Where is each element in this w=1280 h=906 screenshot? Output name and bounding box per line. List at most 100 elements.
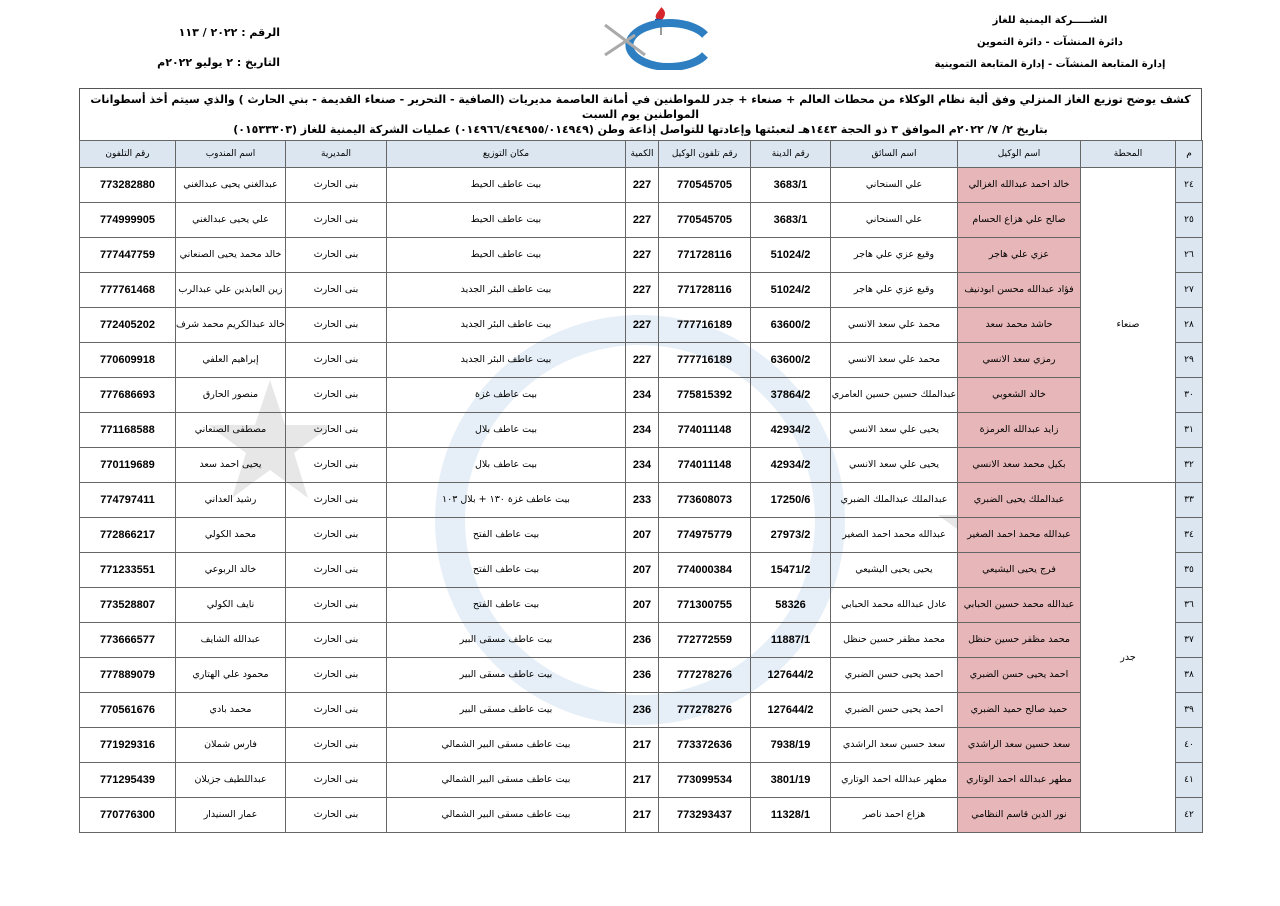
- agent-phone: 771300755: [658, 587, 751, 623]
- district: بنى الحارث: [285, 657, 387, 693]
- distribution-place: بيت عاطف غزة: [386, 377, 626, 413]
- station-cell: صنعاء: [1080, 167, 1176, 483]
- company-name: الشـــــركة اليمنية للغاز: [992, 15, 1108, 26]
- table-row: ٣٢ بكيل محمد سعد الانسي يحيى علي سعد الانس…: [79, 447, 1203, 483]
- representative-name: فارس شملان: [175, 727, 286, 763]
- quantity: 234: [625, 412, 659, 448]
- row-number: ٣٥: [1175, 552, 1203, 588]
- driver-name: علي السنحاني: [830, 202, 958, 238]
- row-number: ٢٧: [1175, 272, 1203, 308]
- quantity: 227: [625, 167, 659, 203]
- phone: 777686693: [79, 377, 176, 413]
- agent-phone: 773608073: [658, 482, 751, 518]
- driver-name: محمد مظفر حسين حنظل: [830, 622, 958, 658]
- district: بنى الحارث: [285, 342, 387, 378]
- table-row: ٣٩ حميد صالح حميد الضبري احمد يحيى حسن الض…: [79, 692, 1203, 728]
- representative-name: محمد الكولي: [175, 517, 286, 553]
- table-row: ٢٥ صالح علي هزاع الحسام علي السنحاني 3683/1…: [79, 202, 1203, 238]
- representative-name: منصور الحارق: [175, 377, 286, 413]
- document-title: كشف يوضح توزيع الغاز المنزلي وفق ألية نظ…: [79, 88, 1202, 140]
- column-header: المديرية: [285, 140, 387, 168]
- reference-number: الرقم : ٢٠٢٢ / ١١٣: [178, 26, 280, 39]
- agent-name: عبدالملك يحيى الضبري: [957, 482, 1081, 518]
- driver-name: عبدالملك حسين حسين العامري: [830, 377, 958, 413]
- agent-name: صالح علي هزاع الحسام: [957, 202, 1081, 238]
- phone: 777889079: [79, 657, 176, 693]
- driver-name: احمد يحيى حسن الضبري: [830, 657, 958, 693]
- vehicle-number: 11887/1: [750, 622, 831, 658]
- agent-phone: 775815392: [658, 377, 751, 413]
- district: بنى الحارث: [285, 552, 387, 588]
- district: بنى الحارث: [285, 727, 387, 763]
- table-row: ٢٧ فؤاد عبدالله محسن ابودنيف وقيع عزي علي …: [79, 272, 1203, 308]
- driver-name: محمد علي سعد الانسي: [830, 342, 958, 378]
- table-row: ٣٦ عبدالله محمد حسين الحبابي عادل عبدالله …: [79, 587, 1203, 623]
- district: بنى الحارث: [285, 482, 387, 518]
- table-row: ٣٧ محمد مظفر حسين حنظل محمد مظفر حسين حنظل…: [79, 622, 1203, 658]
- district: بنى الحارث: [285, 307, 387, 343]
- row-number: ٣٤: [1175, 517, 1203, 553]
- agent-phone: 774011148: [658, 447, 751, 483]
- column-header: رقم الدينة: [750, 140, 831, 168]
- distribution-place: بيت عاطف مسقى البير الشمالي: [386, 727, 626, 763]
- driver-name: هزاع احمد ناصر: [830, 797, 958, 833]
- row-number: ٣١: [1175, 412, 1203, 448]
- column-header: مكان التوزيع: [386, 140, 626, 168]
- row-number: ٣٣: [1175, 482, 1203, 518]
- vehicle-number: 63600/2: [750, 307, 831, 343]
- distribution-place: بيت عاطف البئر الجديد: [386, 307, 626, 343]
- distribution-place: بيت عاطف الحيط: [386, 237, 626, 273]
- title-line-2: بتاريخ ٢/ ٧/ ٢٠٢٢م الموافق ٣ ذو الحجة ١٤…: [233, 123, 1048, 136]
- distribution-place: بيت عاطف بلال: [386, 447, 626, 483]
- quantity: 207: [625, 552, 659, 588]
- row-number: ٢٥: [1175, 202, 1203, 238]
- representative-name: خالد الربوعي: [175, 552, 286, 588]
- agent-name: حميد صالح حميد الضبري: [957, 692, 1081, 728]
- driver-name: علي السنحاني: [830, 167, 958, 203]
- table-row: ٤١ مطهر عبدالله احمد الوتاري مطهر عبدالله …: [79, 762, 1203, 798]
- column-header: رقم التلفون: [79, 140, 176, 168]
- agent-name: خالد احمد عبدالله الغزالي: [957, 167, 1081, 203]
- district: بنى الحارث: [285, 797, 387, 833]
- row-number: ٣٢: [1175, 447, 1203, 483]
- phone: 773666577: [79, 622, 176, 658]
- row-number: ٢٦: [1175, 237, 1203, 273]
- department-line-1: دائرة المنشآت - دائرة التموين: [977, 37, 1123, 48]
- driver-name: يحيى علي سعد الانسي: [830, 412, 958, 448]
- distribution-place: بيت عاطف بلال: [386, 412, 626, 448]
- table-row: ٤٢ نور الدين قاسم النظامي هزاع احمد ناصر 11…: [79, 797, 1203, 833]
- phone: 771168588: [79, 412, 176, 448]
- district: بنى الحارث: [285, 587, 387, 623]
- row-number: ٣٩: [1175, 692, 1203, 728]
- agent-phone: 773293437: [658, 797, 751, 833]
- agent-phone: 777716189: [658, 342, 751, 378]
- representative-name: زين العابدين علي عبدالرب: [175, 272, 286, 308]
- reference-block: الرقم : ٢٠٢٢ / ١١٣ التاريخ : ٢ يوليو ٢٠٢…: [150, 18, 280, 78]
- row-number: ٣٦: [1175, 587, 1203, 623]
- distribution-place: بيت عاطف الفتح: [386, 517, 626, 553]
- agent-name: عزي علي هاجر: [957, 237, 1081, 273]
- driver-name: عادل عبدالله محمد الحبابي: [830, 587, 958, 623]
- agent-phone: 777278276: [658, 692, 751, 728]
- distribution-place: بيت عاطف الحيط: [386, 202, 626, 238]
- quantity: 217: [625, 762, 659, 798]
- table-row: ٢٨ حاشد محمد سعد محمد علي سعد الانسي 63600/…: [79, 307, 1203, 343]
- district: بنى الحارث: [285, 272, 387, 308]
- agent-name: حاشد محمد سعد: [957, 307, 1081, 343]
- phone: 771295439: [79, 762, 176, 798]
- column-header: م: [1175, 140, 1203, 168]
- table-row: ٣٣ جدر عبدالملك يحيى الضبري عبدالملك عبدالم…: [79, 482, 1203, 833]
- district: بنى الحارث: [285, 447, 387, 483]
- table-row: ٣٥ فرج يحيى اليشيعي يحيى يحيى اليشيعي 15471…: [79, 552, 1203, 588]
- agent-name: رمزي سعد الانسي: [957, 342, 1081, 378]
- representative-name: محمود علي الهتاري: [175, 657, 286, 693]
- row-number: ٢٤: [1175, 167, 1203, 203]
- driver-name: عبدالملك عبدالملك الضبري: [830, 482, 958, 518]
- vehicle-number: 58326: [750, 587, 831, 623]
- table-row: ٢٦ عزي علي هاجر وقيع عزي علي هاجر 51024/2 77…: [79, 237, 1203, 273]
- table-row: ٣٠ خالد الشعوبي عبدالملك حسين حسين العامري…: [79, 377, 1203, 413]
- agent-phone: 774011148: [658, 412, 751, 448]
- quantity: 236: [625, 622, 659, 658]
- table-row: ٣١ زايد عبدالله العرمزة يحيى علي سعد الانس…: [79, 412, 1203, 448]
